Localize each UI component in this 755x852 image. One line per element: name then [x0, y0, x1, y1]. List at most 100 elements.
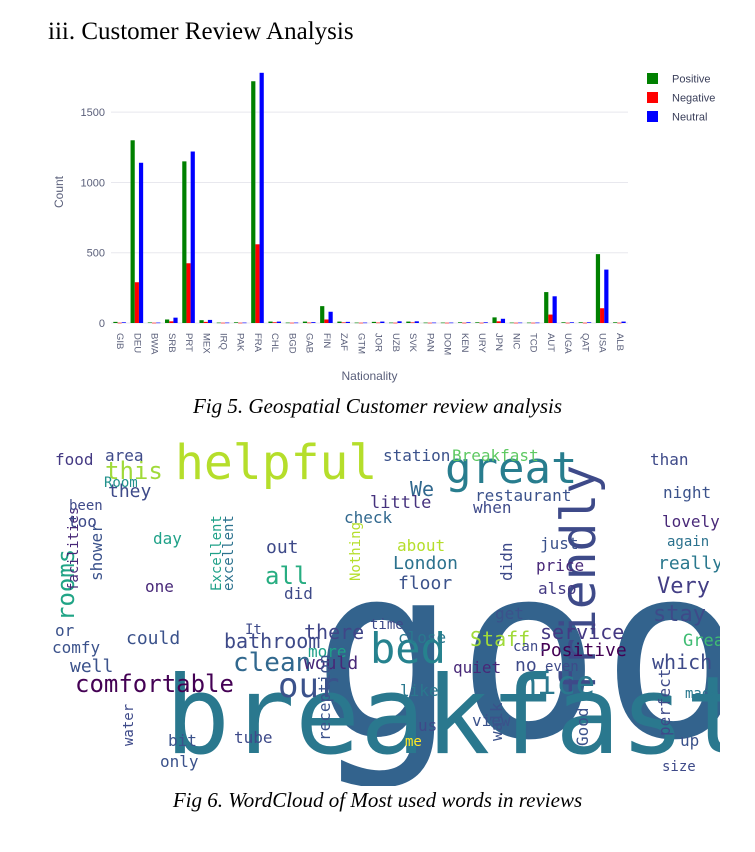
bar-positive — [457, 322, 463, 323]
bar-neutral — [328, 311, 333, 323]
x-tick-label: DEU — [131, 333, 142, 353]
bar-neutral — [362, 322, 368, 324]
bar-positive — [165, 319, 170, 323]
word-cloud-word: perfect — [655, 669, 674, 736]
bar-negative — [341, 322, 346, 324]
word-cloud-word: didn — [497, 542, 516, 581]
word-cloud-word: been — [69, 498, 103, 514]
word-cloud-word: there — [304, 620, 364, 644]
legend-label-neutral: Neutral — [672, 112, 707, 124]
bar-negative — [220, 322, 226, 324]
bar-negative — [289, 322, 295, 324]
bar-neutral — [190, 151, 195, 323]
x-tick-label: FRA — [252, 333, 263, 353]
word-cloud-word: good — [312, 513, 720, 786]
word-cloud-word: Nothing — [348, 522, 364, 581]
bar-neutral — [242, 322, 247, 324]
word-cloud-word: comfortable — [75, 670, 234, 698]
word-cloud-word: It — [245, 622, 262, 638]
bar-negative — [617, 322, 622, 324]
bar-negative — [358, 322, 363, 324]
x-tick-label: TCD — [528, 333, 539, 353]
word-cloud-word: breakfast — [165, 654, 720, 779]
word-cloud-word: Good — [573, 707, 592, 746]
bar-positive — [492, 317, 497, 323]
bar-neutral — [466, 322, 471, 323]
bar-positive — [113, 321, 118, 323]
x-tick-label: UGA — [562, 333, 573, 354]
x-tick-label: BGD — [286, 333, 297, 354]
word-cloud-background — [40, 441, 720, 786]
word-cloud-word: no — [515, 655, 537, 676]
bar-neutral — [207, 319, 213, 323]
word-cloud-word: floor — [398, 573, 452, 594]
word-cloud-word: rooms — [52, 549, 80, 621]
bar-positive — [544, 292, 549, 323]
bar-positive — [216, 322, 221, 324]
bar-negative — [582, 322, 588, 324]
bar-neutral — [621, 321, 626, 323]
bar-negative — [427, 322, 432, 324]
word-cloud-word: they — [108, 481, 152, 502]
word-cloud-word: up — [680, 731, 699, 750]
word-cloud-word: night — [663, 483, 711, 502]
word-cloud-word: when — [473, 498, 512, 517]
word-cloud-word: check — [344, 508, 393, 527]
word-cloud-word: me — [405, 734, 422, 750]
bar-positive — [233, 322, 239, 323]
word-cloud-word: Breakfast — [452, 446, 539, 465]
word-cloud-word: walk — [487, 702, 506, 741]
bar-negative — [513, 322, 519, 324]
word-cloud-word: We — [410, 477, 434, 501]
word-cloud-word: even — [545, 659, 579, 675]
bar-negative — [548, 314, 553, 323]
section-heading: iii. Customer Review Analysis — [48, 18, 354, 45]
word-cloud-word: did — [284, 584, 313, 603]
word-cloud-word: get — [495, 604, 524, 623]
legend-swatch-neutral — [647, 111, 658, 122]
legend-swatch-positive — [647, 73, 658, 84]
y-tick-label: 0 — [99, 318, 105, 330]
word-cloud-word: station — [383, 446, 450, 465]
bar-neutral — [552, 296, 557, 323]
word-cloud-word: little — [370, 493, 431, 513]
bar-neutral — [138, 162, 144, 323]
word-cloud-word: too — [68, 512, 97, 531]
bar-negative — [203, 321, 208, 323]
bar-negative — [462, 322, 467, 324]
bar-neutral — [276, 321, 282, 323]
x-tick-label: GAB — [304, 333, 315, 353]
word-cloud-word: facilities — [66, 507, 82, 591]
word-cloud-word: again — [667, 534, 709, 550]
word-cloud-word: all — [265, 562, 308, 590]
bar-negative — [531, 322, 536, 324]
word-cloud-word: great — [445, 443, 577, 494]
bar-neutral — [414, 321, 419, 323]
x-tick-label: JOR — [373, 333, 384, 352]
y-tick-label: 1000 — [81, 177, 105, 189]
word-cloud-word: our — [278, 666, 339, 706]
bar-neutral — [397, 321, 402, 323]
word-cloud-word: shower — [87, 523, 106, 581]
word-cloud-word: than — [650, 450, 689, 469]
bar-positive — [475, 322, 480, 323]
bar-neutral — [431, 322, 437, 324]
fig5-caption: Fig 5. Geospatial Customer review analys… — [192, 394, 563, 418]
bar-negative — [496, 321, 501, 323]
word-cloud-word: just — [540, 534, 579, 553]
bar-neutral — [294, 322, 299, 324]
x-tick-label: DOM — [442, 333, 453, 355]
word-cloud-word: well — [70, 656, 113, 677]
bar-positive — [423, 322, 428, 324]
bar-neutral — [345, 321, 350, 323]
word-cloud-word: water — [121, 704, 137, 746]
y-tick-label: 1500 — [81, 107, 105, 119]
word-cloud-word: Positive — [540, 640, 627, 661]
word-cloud-word: area — [105, 446, 144, 465]
bar-positive — [130, 140, 135, 323]
bar-positive — [526, 322, 532, 324]
word-cloud-word: food — [55, 450, 94, 469]
x-tick-label: ALB — [614, 333, 625, 351]
x-tick-label: CHL — [269, 333, 280, 352]
